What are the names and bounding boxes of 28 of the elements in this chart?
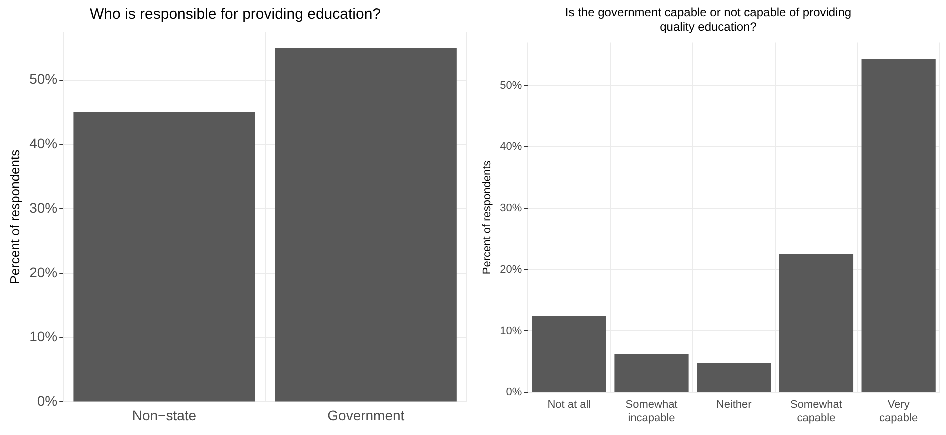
y-tick-label: 40%	[30, 136, 58, 152]
y-axis-title: Percent of respondents	[7, 149, 22, 284]
bar	[697, 363, 772, 392]
bar	[614, 354, 689, 392]
x-tick-label: Very capable	[880, 399, 918, 424]
bar	[862, 59, 936, 392]
y-tick-label: 10%	[30, 328, 58, 345]
x-tick-label: Somewhat incapable	[626, 399, 678, 424]
bar	[532, 316, 606, 392]
y-tick-label: 0%	[37, 393, 58, 410]
y-tick-label: 30%	[30, 200, 58, 216]
x-tick-label: Neither	[716, 399, 752, 412]
x-tick-label: Government	[328, 407, 405, 424]
y-tick-label: 20%	[30, 264, 58, 280]
y-tick-label: 0%	[506, 386, 522, 399]
y-tick-label: 20%	[500, 264, 522, 276]
y-axis-title: Percent of respondents	[482, 160, 494, 275]
x-tick-label: Somewhat capable	[790, 399, 842, 424]
chart-title: Who is responsible for providing education?	[90, 6, 381, 24]
y-tick-label: 50%	[30, 71, 58, 88]
x-tick-label: Non−state	[132, 407, 197, 424]
y-tick-label: 50%	[500, 80, 522, 92]
x-tick-label: Not at all	[548, 399, 592, 412]
y-tick-label: 40%	[500, 141, 522, 154]
y-tick-label: 10%	[500, 325, 522, 338]
bar	[779, 254, 854, 392]
y-tick-label: 30%	[500, 202, 522, 215]
chart-title: Is the government capable or not capable of providing quality education?	[565, 6, 852, 34]
